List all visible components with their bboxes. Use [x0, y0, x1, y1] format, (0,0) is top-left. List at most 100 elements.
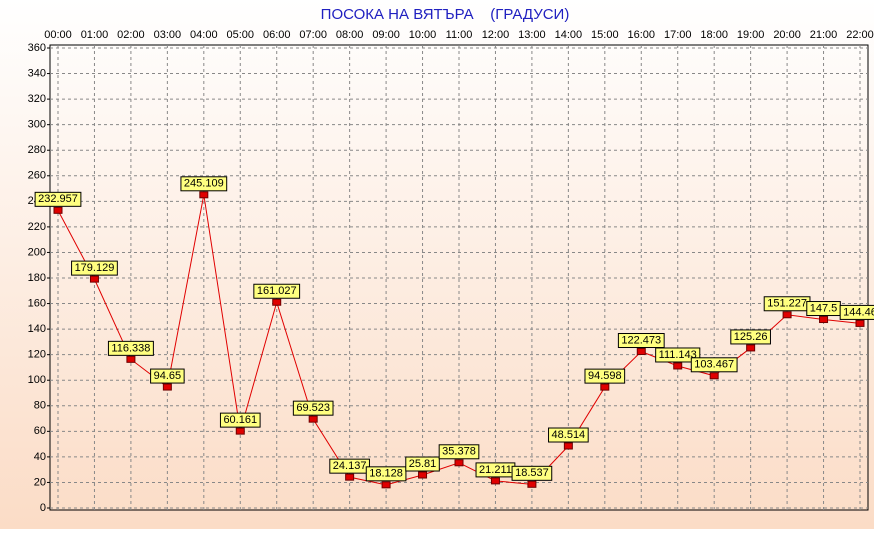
- x-tick-label: 16:00: [628, 29, 656, 41]
- y-tick-label: 300: [28, 119, 46, 131]
- x-tick-label: 22:00: [846, 29, 874, 41]
- x-tick-label: 04:00: [190, 29, 218, 41]
- y-tick-label: 40: [34, 451, 46, 463]
- value-label-box: [180, 176, 228, 192]
- x-tick-label: 01:00: [81, 29, 109, 41]
- value-label: 60.161: [223, 414, 257, 426]
- y-tick-label: 220: [28, 221, 46, 233]
- value-label-box: [405, 456, 440, 472]
- value-label: 125.26: [734, 331, 768, 343]
- y-tick-label: 260: [28, 170, 46, 182]
- value-label-box: [219, 412, 261, 428]
- y-tick-label: 0: [40, 502, 46, 514]
- value-label: 111.143: [659, 349, 697, 361]
- data-point: [454, 459, 464, 467]
- value-label-box: [365, 466, 407, 482]
- value-label: 18.128: [369, 468, 403, 480]
- chart-title: ПОСОКА НА ВЯТЪРА (ГРАДУСИ): [321, 6, 570, 23]
- x-tick-label: 21:00: [810, 29, 838, 41]
- value-label-box: [253, 283, 301, 299]
- data-point: [235, 427, 245, 435]
- data-point: [709, 372, 719, 380]
- data-point: [272, 298, 282, 306]
- data-point: [418, 471, 428, 479]
- value-label-box: [655, 347, 701, 363]
- y-tick-label: 180: [28, 272, 46, 284]
- value-label-box: [690, 357, 738, 373]
- y-tick-label: 100: [28, 374, 46, 386]
- x-tick-label: 19:00: [737, 29, 765, 41]
- value-label: 94.65: [154, 370, 182, 382]
- value-label: 179.129: [75, 262, 115, 274]
- value-label-box: [730, 329, 771, 345]
- data-point: [782, 311, 792, 319]
- x-tick-label: 15:00: [591, 29, 619, 41]
- value-label: 25.81: [409, 458, 437, 470]
- value-label-box: [617, 333, 665, 349]
- y-tick-label: 320: [28, 93, 46, 105]
- y-tick-label: 60: [34, 425, 46, 437]
- value-label-box: [329, 458, 370, 474]
- data-point: [673, 362, 683, 370]
- data-point: [563, 442, 573, 450]
- y-tick-label: 160: [28, 297, 46, 309]
- value-label-box: [34, 191, 82, 207]
- x-tick-label: 10:00: [409, 29, 437, 41]
- x-tick-label: 07:00: [299, 29, 327, 41]
- value-label-box: [511, 465, 553, 481]
- data-point: [490, 477, 500, 485]
- value-label: 122.473: [621, 334, 661, 346]
- data-point: [345, 473, 355, 481]
- value-label-box: [71, 260, 118, 276]
- data-point: [126, 355, 136, 363]
- data-point: [53, 206, 63, 214]
- x-tick-label: 17:00: [664, 29, 692, 41]
- value-label: 69.523: [296, 402, 330, 414]
- x-tick-label: 12:00: [482, 29, 510, 41]
- x-tick-label: 11:00: [446, 29, 473, 41]
- x-tick-label: 05:00: [227, 29, 255, 41]
- x-tick-label: 09:00: [372, 29, 400, 41]
- y-tick-label: 120: [28, 349, 46, 361]
- value-label: 24.137: [333, 460, 367, 472]
- value-label: 103.467: [694, 359, 734, 371]
- x-tick-label: 08:00: [336, 29, 364, 41]
- y-tick-label: 140: [28, 323, 46, 335]
- x-tick-label: 13:00: [518, 29, 546, 41]
- value-label: 94.598: [588, 370, 622, 382]
- value-label: 144.46: [843, 306, 874, 318]
- data-point: [162, 383, 172, 391]
- data-point: [746, 344, 756, 352]
- value-label: 21.211: [479, 464, 512, 476]
- value-label-box: [548, 427, 589, 443]
- y-tick-label: 20: [34, 476, 46, 488]
- value-label: 35.378: [442, 446, 476, 458]
- x-tick-label: 02:00: [117, 29, 145, 41]
- value-label: 151.227: [767, 298, 807, 310]
- data-point: [600, 383, 610, 391]
- x-tick-label: 18:00: [700, 29, 728, 41]
- value-label: 161.027: [257, 285, 297, 297]
- value-label: 245.109: [184, 178, 224, 190]
- y-tick-label: 80: [34, 400, 46, 412]
- data-point: [819, 316, 829, 324]
- value-label: 48.514: [552, 429, 586, 441]
- data-point: [381, 481, 391, 489]
- data-point: [527, 480, 537, 488]
- data-point: [855, 319, 865, 327]
- value-label-box: [584, 368, 626, 384]
- y-tick-label: 280: [28, 144, 46, 156]
- value-label: 147.5: [810, 302, 838, 314]
- data-point: [89, 275, 99, 283]
- y-tick-label: 200: [28, 246, 46, 258]
- x-tick-label: 20:00: [773, 29, 801, 41]
- x-tick-label: 14:00: [555, 29, 583, 41]
- data-point: [199, 191, 209, 199]
- x-tick-label: 03:00: [154, 29, 182, 41]
- data-point: [308, 415, 318, 423]
- value-label-box: [438, 444, 480, 460]
- value-label: 18.537: [515, 467, 549, 479]
- x-tick-label: 06:00: [263, 29, 291, 41]
